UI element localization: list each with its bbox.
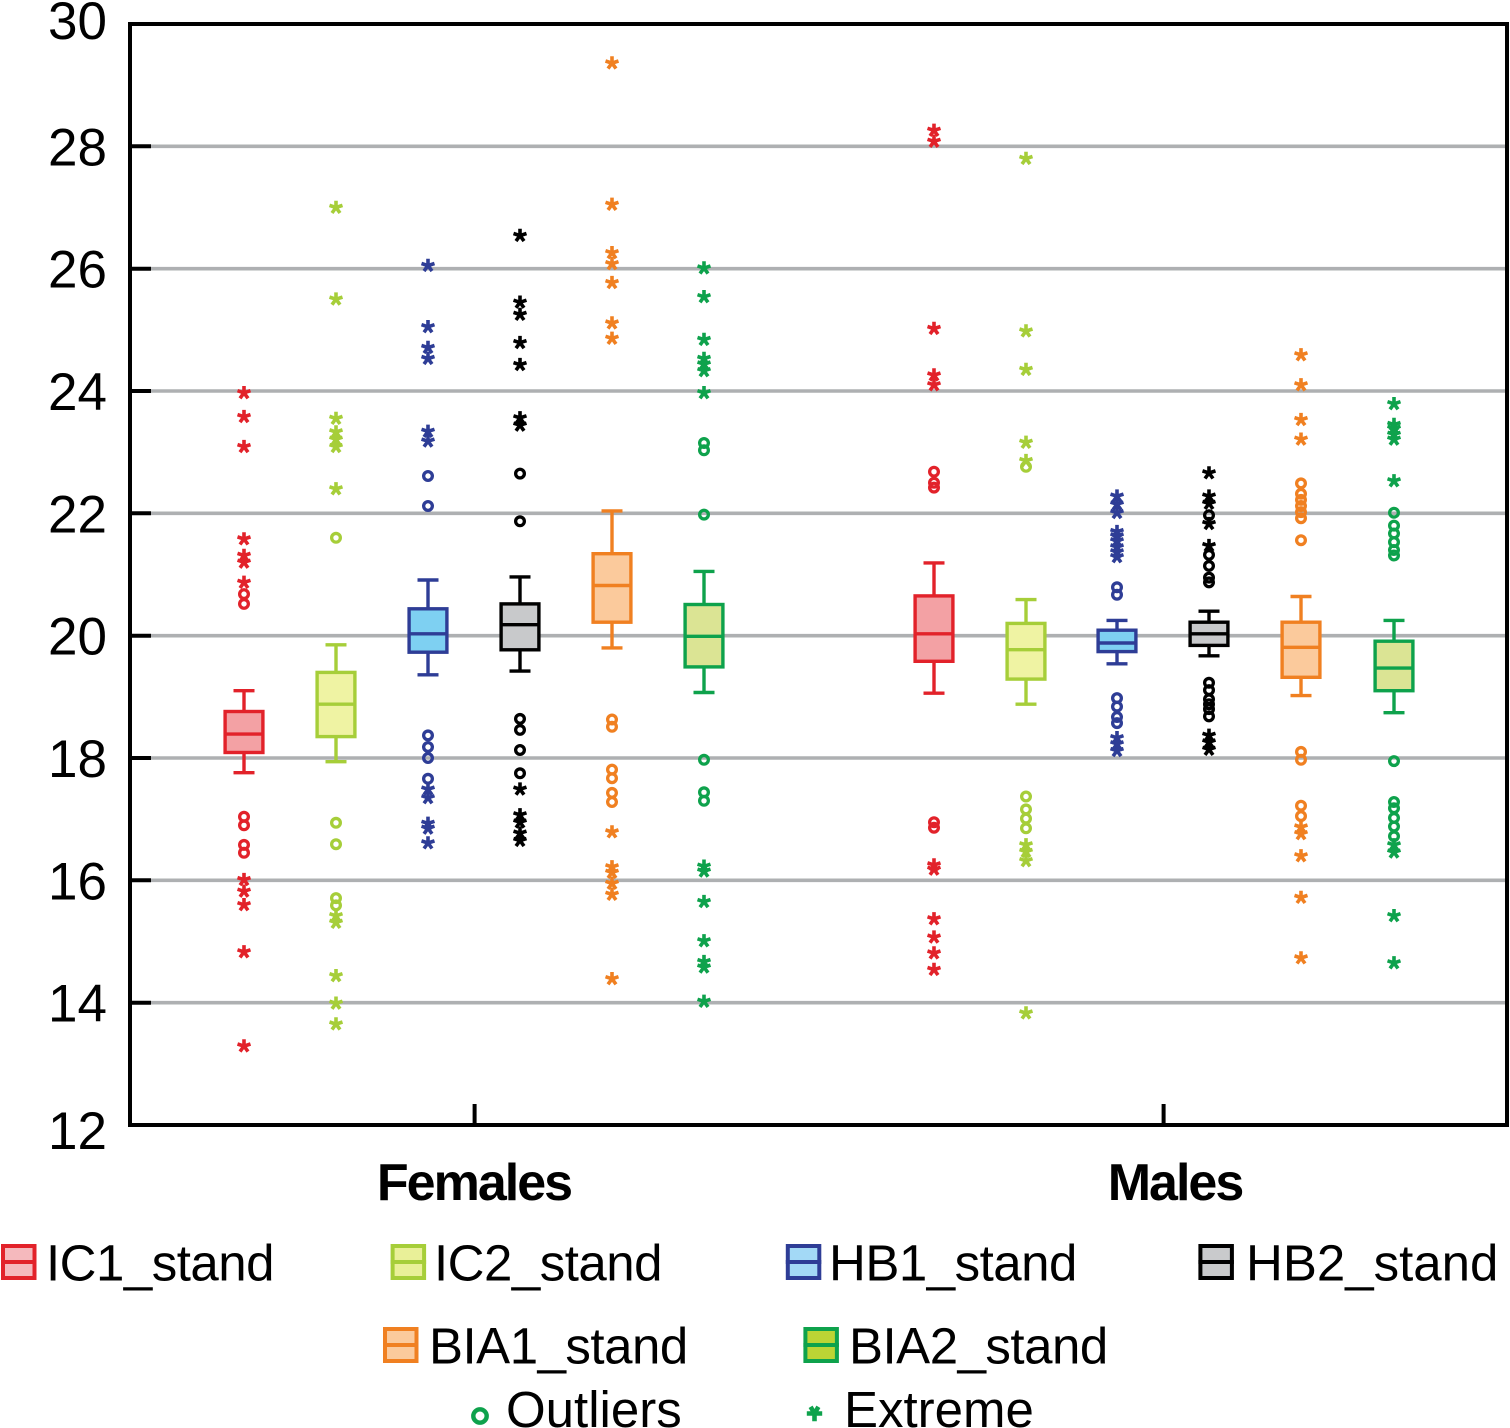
svg-text:BIA1_stand: BIA1_stand	[429, 1318, 688, 1375]
svg-text:20: 20	[48, 608, 107, 667]
svg-text:BIA2_stand: BIA2_stand	[849, 1318, 1108, 1375]
svg-text:Males: Males	[1108, 1154, 1243, 1212]
svg-text:28: 28	[48, 118, 107, 177]
svg-text:26: 26	[48, 241, 107, 300]
svg-text:IC2_stand: IC2_stand	[434, 1235, 662, 1292]
svg-text:14: 14	[48, 975, 107, 1034]
svg-text:12: 12	[48, 1102, 107, 1161]
svg-text:16: 16	[48, 852, 107, 911]
svg-text:22: 22	[48, 485, 107, 544]
svg-text:Outliers: Outliers	[506, 1381, 682, 1428]
svg-text:Extreme: Extreme	[844, 1381, 1034, 1428]
svg-text:30: 30	[48, 0, 107, 51]
svg-text:IC1_stand: IC1_stand	[46, 1235, 274, 1292]
svg-text:Females: Females	[377, 1154, 571, 1212]
svg-text:HB2_stand: HB2_stand	[1246, 1235, 1498, 1292]
svg-text:HB1_stand: HB1_stand	[829, 1235, 1077, 1292]
svg-text:24: 24	[48, 363, 107, 422]
svg-text:18: 18	[48, 730, 107, 789]
